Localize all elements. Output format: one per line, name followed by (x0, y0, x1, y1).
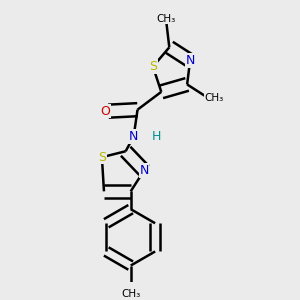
Text: N: N (129, 130, 138, 143)
Text: H: H (151, 130, 160, 143)
Text: CH₃: CH₃ (121, 290, 140, 299)
Text: S: S (149, 60, 157, 73)
Text: S: S (98, 151, 106, 164)
Text: N: N (185, 54, 195, 67)
Text: O: O (100, 105, 110, 118)
Text: CH₃: CH₃ (205, 93, 224, 103)
Text: CH₃: CH₃ (157, 14, 176, 23)
Text: N: N (140, 164, 149, 177)
